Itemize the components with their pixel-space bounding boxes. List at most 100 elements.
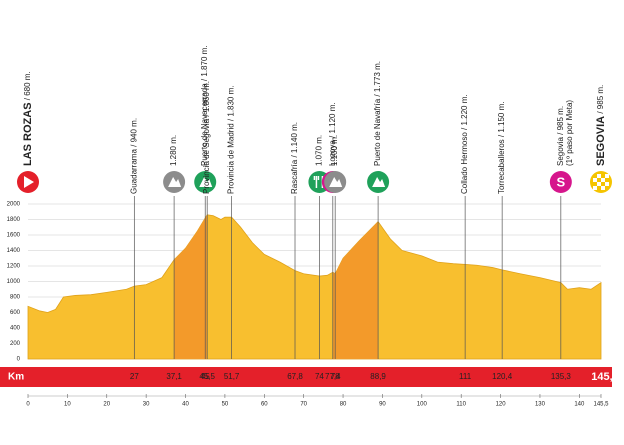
place-label: Segovia / 985 m. [556,106,565,166]
place-name: Collado Hermoso [460,132,469,194]
place-name: Guadarrama [129,149,138,194]
sep: / [596,109,605,116]
x-tick-label: 80 [340,402,347,408]
place-alt: 1.280 m. [169,135,178,166]
km-marker: 145,5 [591,371,619,383]
km-marker: 45 [201,372,210,381]
y-tick-label: 1000 [7,279,21,285]
km-marker: 74 [315,372,324,381]
place-name: Puerto de Navacerrada [200,83,209,166]
km-marker: 51,7 [224,372,240,381]
km-marker: 37,1 [166,372,182,381]
place-alt: 1.120 m. [328,102,337,133]
mountain-glyph [168,177,182,187]
place-name: Provincia de Madrid [227,123,236,194]
place-label: SEGOVIA / 985 m. [595,85,607,166]
mountain-glyph [329,177,343,187]
sep: / [373,92,382,99]
profile-area [27,214,602,360]
icon-text: S [556,174,565,189]
km-marker: 120,4 [492,372,513,381]
checker [601,186,605,190]
x-tick-label: 70 [300,402,307,408]
y-tick-label: 600 [10,310,21,316]
x-tick-label: 130 [535,402,546,408]
x-tick-label: 50 [222,402,229,408]
place-icon [549,171,572,193]
sep: / [556,130,565,137]
y-tick-label: 200 [10,341,21,347]
place-name: Puerto de Navafría [373,98,382,166]
km-marker: 27 [130,372,139,381]
place-alt: 985 m. [556,106,565,130]
climb-highlight [174,214,208,359]
mountain-glyph [199,177,213,187]
checker [601,178,605,182]
km-bar [0,367,612,387]
place-name: Provincia de Segovia [202,118,211,194]
place-alt: 1.140 m. [290,122,299,153]
place-label: Lozoya / 1.120 m. [328,102,337,166]
place-alt: 1.150 m. [497,101,506,132]
sep: / [227,117,236,124]
place-label: Provincia de Segovia / 1.860 m. [202,81,211,194]
place-name: LAS ROZAS [22,102,34,166]
place-alt: 1.070 m. [315,135,324,166]
place-label: Guadarrama / 940 m. [129,118,138,194]
y-tick-label: 1200 [7,264,21,270]
sep: / [460,126,469,133]
place-name: Rascafría [290,159,299,194]
y-tick-label: 400 [10,326,21,332]
km-marker: 135,3 [551,372,572,381]
place-label: LAS ROZAS / 680 m. [22,71,34,166]
checker [593,186,597,190]
place-alt: 1.100 m. [330,135,339,166]
km-marker: 111 [459,372,472,381]
sep: / [200,77,209,84]
sep: / [328,134,337,141]
y-tick-label: 2000 [7,202,21,208]
place-alt: 680 m. [23,71,32,95]
place-label: Puerto de Navafría / 1.773 m. [373,61,382,166]
place-label: Collado Hermoso / 1.220 m. [460,94,469,194]
checker [605,174,609,178]
y-tick-label: 1800 [7,217,21,223]
sep: / [497,133,506,140]
x-tick-label: 60 [261,402,268,408]
x-tick-label: 110 [456,402,466,408]
x-tick-label: 30 [143,402,150,408]
place-label: Puerto de Navacerrada / 1.870 m. [200,45,209,166]
place-name: SEGOVIA [595,116,607,166]
place-alt: 985 m. [596,85,605,109]
mountain-glyph [372,177,386,187]
checker [597,174,601,178]
x-tick-label: 140 [574,402,585,408]
km-marker: 88,9 [370,372,386,381]
x-tick-label: 145,5 [593,402,609,408]
checker [593,178,597,182]
sep: / [290,153,299,160]
place-name: Torrecaballeros [497,139,506,194]
km-marker: 78 [331,372,340,381]
x-tick-label: 100 [417,402,428,408]
place-alt: 1.220 m. [460,94,469,125]
place-label: 1.100 m. [330,135,339,166]
x-tick-label: 40 [182,402,189,408]
place-label: Rascafría / 1.140 m. [290,122,299,194]
sep: / [23,96,32,103]
x-tick-label: 120 [496,402,507,408]
place-label: Torrecaballeros / 1.150 m. [497,101,506,194]
place-alt: 1.870 m. [200,45,209,76]
place-alt: 1.830 m. [227,85,236,116]
km-marker: 77,4 [325,372,341,381]
place-alt: 1.773 m. [373,61,382,92]
start-arrow [24,176,34,188]
place-alt: 940 m. [129,118,138,142]
y-tick-label: 1400 [7,248,21,254]
place-label: 1.070 m. [315,135,324,166]
place-alt: 1.860 m. [202,81,211,112]
y-tick-label: 0 [17,357,21,363]
x-tick-label: 90 [379,402,386,408]
place-label: Provincia de Madrid / 1.830 m. [227,85,236,194]
